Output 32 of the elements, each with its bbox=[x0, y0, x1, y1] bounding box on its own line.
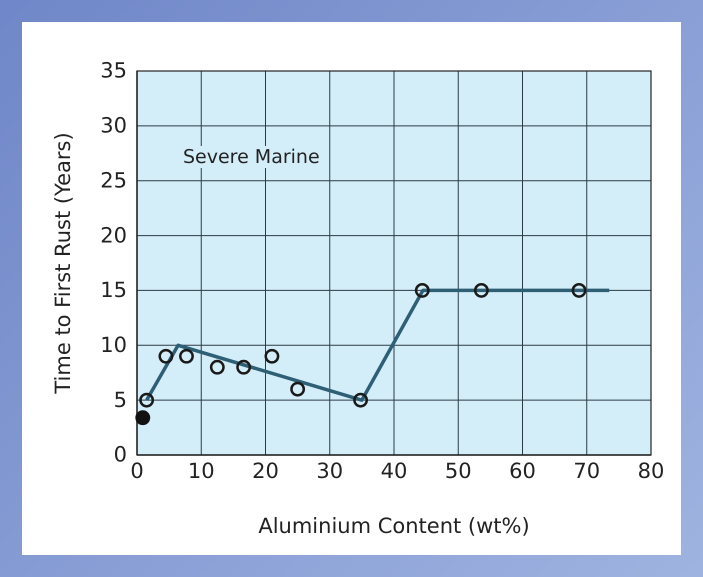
point bbox=[179, 348, 194, 364]
x-tick-label: 80 bbox=[638, 458, 664, 483]
point bbox=[264, 348, 280, 364]
point bbox=[572, 283, 586, 298]
point bbox=[158, 348, 174, 364]
y-axis-title: Time to First Rust (Years) bbox=[51, 132, 75, 395]
x-axis-title: Aluminium Content (wt%) bbox=[258, 514, 530, 538]
x-tick-label: 40 bbox=[380, 458, 408, 483]
y-tick-label: 10 bbox=[100, 333, 127, 358]
x-tick-label: 60 bbox=[509, 458, 536, 483]
point bbox=[236, 360, 252, 375]
point bbox=[290, 382, 306, 397]
y-tick-label: 0 bbox=[114, 442, 127, 467]
point bbox=[139, 392, 154, 408]
y-tick-label: 25 bbox=[100, 168, 127, 192]
y-tick-label: 20 bbox=[100, 223, 127, 248]
x-tick-label: 30 bbox=[316, 458, 344, 483]
x-tick-label: 20 bbox=[252, 458, 279, 483]
y-tick-label: 15 bbox=[100, 278, 127, 302]
point bbox=[474, 283, 489, 298]
point bbox=[353, 392, 368, 408]
point bbox=[414, 283, 430, 298]
x-tick-label: 70 bbox=[573, 458, 600, 483]
y-tick-label: 30 bbox=[100, 114, 127, 138]
x-tick-label: 10 bbox=[188, 458, 215, 483]
y-tick-label: 5 bbox=[114, 388, 127, 412]
annotation: Severe Marine bbox=[183, 146, 320, 168]
point bbox=[135, 410, 150, 426]
y-tick-label: 35 bbox=[100, 58, 127, 83]
x-tick-label: 50 bbox=[444, 458, 472, 483]
x-tick-label: 0 bbox=[130, 458, 144, 483]
point bbox=[210, 360, 225, 375]
